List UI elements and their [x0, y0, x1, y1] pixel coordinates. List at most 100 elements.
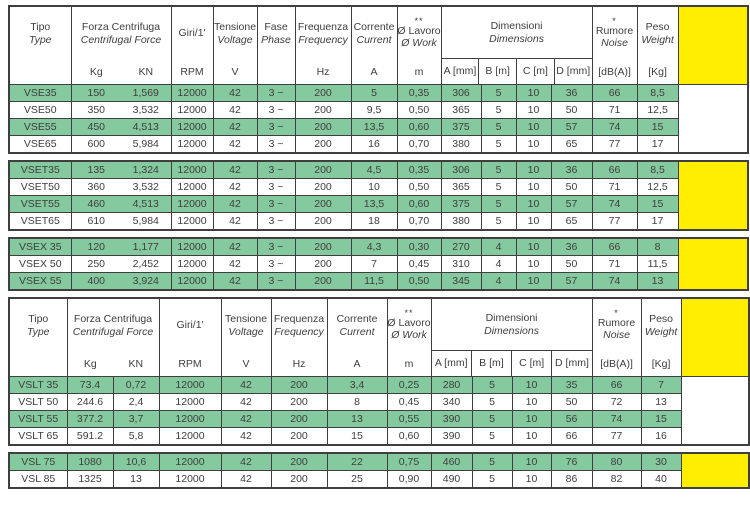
cell-d_mm: 65: [550, 135, 593, 154]
cell-weight: 15: [640, 410, 682, 428]
cell-d_mm: 50: [550, 255, 593, 273]
cell-m: 0,45: [386, 393, 432, 411]
cell-b_m: 5: [471, 376, 513, 394]
vset-spec-table: VSET35 135 1,324 12000 42 3 ~200 4,5 0,35 306 5 10…: [8, 160, 749, 231]
cell-a: 3,4: [326, 376, 388, 394]
cell-weight: 7: [640, 376, 682, 394]
header-frequenza: Frequenza Frequency Hz: [294, 5, 352, 85]
cell-kg: 150: [70, 84, 121, 102]
cell-kn: 2,4: [112, 393, 160, 411]
cell-m: 0,45: [396, 255, 442, 273]
cell-v: 42: [212, 160, 258, 179]
cell-b_m: 5: [480, 135, 517, 154]
table-row: VSLT 65 591.2 5,8 12000 42 200 15 0,60 390 5 10 66 7…: [8, 427, 749, 446]
cell-db: 80: [591, 452, 642, 471]
cell-weight: 17: [636, 135, 679, 154]
header-frequenza: Frequenza Frequency Hz: [270, 297, 328, 377]
cell-v: 42: [212, 195, 258, 213]
cell-kn: 5,984: [121, 135, 172, 154]
cell-m: 0,35: [396, 84, 442, 102]
cell-d_mm: 66: [550, 427, 593, 446]
cell-kn: 5,984: [121, 212, 172, 231]
header-giri: Giri/1' RPM: [170, 5, 214, 85]
cell-d_mm: 50: [550, 101, 593, 119]
cell-a_mm: 306: [440, 160, 482, 179]
cell-kn: 1,177: [121, 237, 172, 256]
cell-a_mm: 345: [440, 272, 482, 291]
table-row: VSE65 600 5,984 12000 42 3 ~200 16 0,70 380 5 10 65…: [8, 135, 748, 154]
cell-b_m: 5: [480, 84, 517, 102]
cell-kg: 460: [70, 195, 121, 213]
cell-m: 0,35: [396, 160, 442, 179]
cell-d_mm: 35: [550, 376, 593, 394]
table-row: VSEX 50 250 2,452 12000 42 3 ~200 7 0,45 310 4 10 5…: [8, 255, 748, 273]
cell-rpm: 12000: [158, 427, 222, 446]
cell-m: 0,50: [396, 178, 442, 196]
cell-db: 66: [591, 84, 638, 102]
cell-c_m: 10: [511, 470, 552, 489]
cell-a_mm: 340: [430, 393, 473, 411]
cell-c_m: 10: [511, 427, 552, 446]
cell-rpm: 12000: [158, 376, 222, 394]
cell-d_mm: 65: [550, 212, 593, 231]
table-row: VSLT 55 377.2 3,7 12000 42 200 13 0,55 390 5 10 56 7…: [8, 410, 749, 428]
cell-rpm: 12000: [170, 135, 214, 154]
cell-m: 0,25: [386, 376, 432, 394]
cell-a_mm: 375: [440, 118, 482, 136]
cell-a_mm: 270: [440, 237, 482, 256]
cell-rpm: 12000: [170, 212, 214, 231]
cell-kg: 400: [70, 272, 121, 291]
cell-c_m: 10: [515, 101, 552, 119]
cell-type: VSET50: [8, 178, 72, 196]
cell-kg: 377.2: [66, 410, 114, 428]
cell-hz: 200: [294, 272, 352, 291]
cell-kg: 360: [70, 178, 121, 196]
cell-a: 13: [326, 410, 388, 428]
cell-d_mm: 86: [550, 470, 593, 489]
cell-db: 82: [591, 470, 642, 489]
cell-kn: 1,324: [121, 160, 172, 179]
cell-a_mm: 375: [440, 195, 482, 213]
cell-hz: 200: [294, 178, 352, 196]
cell-c_m: 10: [515, 160, 552, 179]
cell-v: 42: [220, 427, 272, 446]
cell-a_mm: 380: [440, 135, 482, 154]
cell-weight: 12,5: [636, 178, 679, 196]
cell-a: 9,5: [350, 101, 398, 119]
cell-rpm: 12000: [170, 237, 214, 256]
cell-db: 66: [591, 160, 638, 179]
cell-c_m: 10: [511, 410, 552, 428]
cell-type: VSE35: [8, 84, 72, 102]
cell-type: VSET35: [8, 160, 72, 179]
cell-weight: 11,5: [636, 255, 679, 273]
table-row: VSL 85 1325 13 12000 42 200 25 0,90 490 5 10 86 82 40: [8, 470, 749, 489]
cell-b_m: 5: [471, 410, 513, 428]
cell-rpm: 12000: [158, 452, 222, 471]
cell-v: 42: [212, 255, 258, 273]
cell-weight: 30: [640, 452, 682, 471]
cell-hz: 200: [270, 376, 328, 394]
cell-a: 4,5: [350, 160, 398, 179]
cell-v: 42: [212, 178, 258, 196]
cell-rpm: 12000: [170, 272, 214, 291]
cell-v: 42: [212, 135, 258, 154]
yellow-highlight-column: [677, 160, 749, 231]
cell-c_m: 10: [511, 376, 552, 394]
cell-a: 8: [326, 393, 388, 411]
cell-phase: 3 ~: [256, 101, 296, 119]
cell-db: 74: [591, 410, 642, 428]
cell-hz: 200: [294, 101, 352, 119]
cell-type: VSLT 55: [8, 410, 68, 428]
cell-v: 42: [212, 272, 258, 291]
cell-hz: 200: [270, 410, 328, 428]
table-row: VSET55 460 4,513 12000 42 3 ~200 13,5 0,60 375 5 1…: [8, 195, 748, 213]
cell-kg: 600: [70, 135, 121, 154]
cell-d_mm: 56: [550, 410, 593, 428]
cell-weight: 12,5: [636, 101, 679, 119]
cell-d_mm: 76: [550, 452, 593, 471]
cell-hz: 200: [270, 427, 328, 446]
table-row: VSEX 35 120 1,177 12000 42 3 ~200 4,3 0,30 270 4 1…: [8, 237, 749, 291]
cell-phase: 3 ~: [256, 212, 296, 231]
cell-a: 25: [326, 470, 388, 489]
vslt-spec-table: Tipo Type Forza Centrifuga Centrifugal For…: [8, 297, 750, 446]
